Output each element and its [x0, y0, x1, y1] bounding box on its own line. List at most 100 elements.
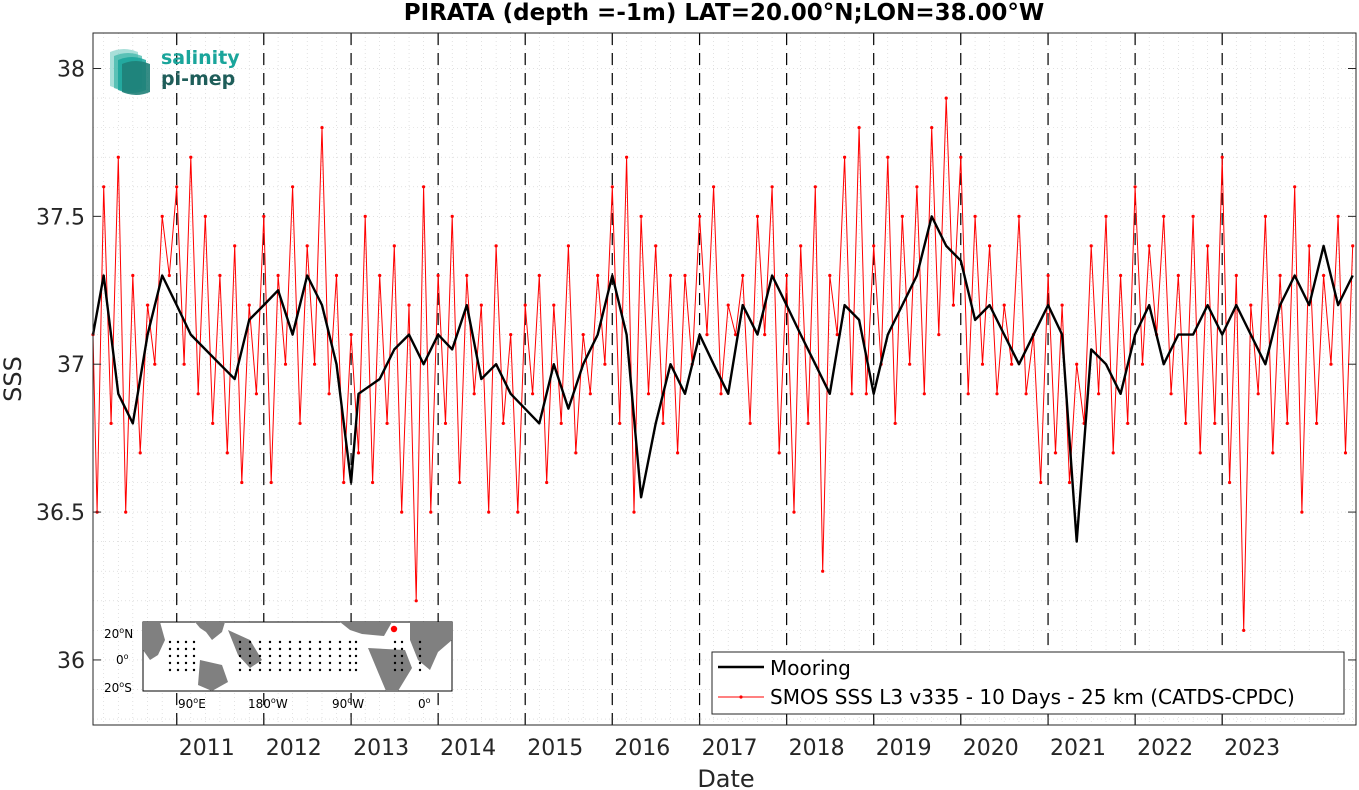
map-dot [238, 647, 242, 651]
smos-data-point [1067, 480, 1072, 485]
smos-data-point [429, 510, 433, 514]
map-dot [393, 647, 397, 651]
map-dot [278, 668, 282, 672]
map-dot [308, 661, 312, 665]
map-dot [176, 647, 180, 651]
y-axis-ticks: 36 36.5 37 37.5 38 [36, 57, 1356, 674]
smos-data-point [211, 421, 215, 425]
map-dot [192, 647, 196, 651]
smos-data-point [1075, 362, 1079, 366]
smos-data-point [276, 273, 280, 278]
smos-data-point [1126, 421, 1130, 425]
smos-data-point [124, 510, 128, 514]
smos-data-point [1140, 362, 1145, 366]
smos-data-point [1039, 480, 1043, 485]
x-tick-label: 2015 [527, 736, 583, 761]
smos-data-point [821, 569, 825, 573]
map-dot [354, 668, 358, 672]
smos-data-point [1263, 214, 1267, 218]
smos-data-point [799, 244, 803, 248]
map-dot [393, 640, 397, 644]
map-dot [278, 661, 282, 665]
x-tick-label: 2020 [963, 736, 1019, 761]
smos-data-point [1010, 362, 1014, 366]
map-dot [192, 661, 196, 665]
smos-data-point [175, 185, 179, 189]
smos-data-point [240, 480, 244, 485]
smos-data-point [167, 273, 171, 278]
map-dot [258, 661, 262, 665]
smos-data-point [1271, 451, 1275, 455]
smos-data-point [951, 303, 956, 307]
map-dot [248, 640, 252, 644]
smos-data-point [813, 185, 817, 189]
smos-data-point [785, 273, 789, 278]
smos-data-point [443, 421, 448, 425]
map-dot [168, 654, 172, 658]
smos-data-point [291, 185, 295, 189]
smos-data-point [603, 362, 607, 366]
smos-data-point [770, 185, 774, 189]
map-dot [328, 647, 332, 651]
smos-data-point [596, 273, 600, 278]
map-dot [400, 640, 404, 644]
smos-data-point [566, 244, 571, 248]
legend: Mooring SMOS SSS L3 v335 - 10 Days - 25 … [711, 651, 1345, 715]
map-dot [248, 661, 252, 665]
smos-data-point [1285, 421, 1289, 425]
smos-data-point [1017, 214, 1021, 218]
smos-data-point [1169, 392, 1173, 396]
smos-data-point [109, 421, 113, 425]
series-layer [91, 96, 1355, 633]
smos-data-point [639, 214, 643, 218]
map-dot [238, 640, 242, 644]
smos-data-point [305, 244, 309, 248]
smos-data-point [1220, 155, 1224, 159]
smos-data-point [763, 333, 767, 337]
smos-data-point [828, 273, 832, 278]
smos-data-point [436, 273, 440, 278]
smos-data-point [726, 303, 730, 307]
smos-data-point [1322, 273, 1326, 278]
map-dot [418, 661, 422, 665]
smos-data-point [1024, 392, 1028, 396]
map-dot [318, 654, 322, 658]
smos-data-point [1336, 214, 1340, 218]
smos-data-point [646, 392, 651, 396]
inset-location-map: 20oN 0o 20oS 90oE 180oW 90oW 0o [104, 621, 453, 711]
smos-data-point [422, 185, 426, 189]
smos-data-point [872, 244, 876, 248]
smos-data-point [632, 510, 636, 514]
smos-data-point [407, 303, 411, 307]
x-tick-label: 2019 [876, 736, 932, 761]
map-dot [298, 661, 302, 665]
smos-data-point [973, 214, 977, 218]
y-tick-label: 37 [57, 353, 85, 378]
map-dot [348, 661, 352, 665]
smos-data-point [1278, 273, 1282, 278]
map-lat-label-1: 0o [116, 652, 129, 667]
smos-data-point [1242, 628, 1246, 633]
x-tick-label: 2018 [789, 736, 845, 761]
map-dot [288, 654, 292, 658]
smos-data-point [537, 273, 541, 278]
map-dot [318, 668, 322, 672]
smos-data-point [719, 392, 723, 396]
map-dot [184, 647, 188, 651]
map-dot [288, 640, 292, 644]
map-dot [318, 661, 322, 665]
map-dot [248, 654, 252, 658]
smos-data-point [712, 185, 716, 189]
smos-data-point [1234, 273, 1238, 278]
map-dot [268, 661, 272, 665]
map-dot [168, 668, 172, 672]
salinity-pi-mep-logo: salinity pi-mep [110, 47, 240, 95]
smos-data-point [574, 451, 578, 455]
x-tick-label: 2013 [353, 736, 409, 761]
smos-data-point [610, 185, 614, 189]
map-dot [418, 647, 422, 651]
smos-data-point [988, 244, 992, 248]
smos-data-point [479, 303, 483, 307]
map-dot [393, 661, 397, 665]
smos-data-point [313, 362, 317, 366]
